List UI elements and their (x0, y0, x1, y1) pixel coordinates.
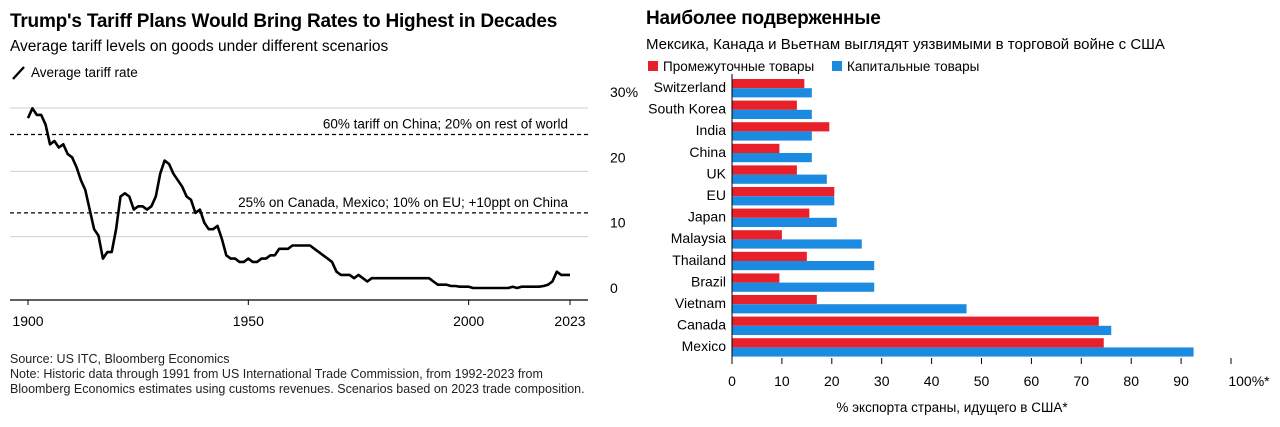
bar-capital (732, 261, 875, 271)
bar-intermediate (732, 165, 797, 175)
legend-swatch-capital (832, 61, 842, 71)
y-tick-label: 30% (610, 84, 638, 100)
category-label: Canada (677, 317, 726, 333)
bar-capital (732, 282, 875, 292)
left-legend-label: Average tariff rate (31, 65, 138, 80)
x-tick-label: 30 (874, 373, 890, 389)
category-label: South Korea (648, 101, 726, 117)
left-source: Source: US ITC, Bloomberg Economics (10, 352, 230, 366)
scenario-label: 60% tariff on China; 20% on rest of worl… (323, 116, 568, 131)
category-label: Brazil (691, 273, 726, 289)
export-bar-chart: Промежуточные товары Капитальные товары Sw… (648, 59, 1270, 415)
x-tick-label: 2000 (453, 313, 484, 329)
tariff-rate-line (26, 107, 570, 290)
category-label: India (696, 122, 727, 138)
right-chart-title: Наиболее подверженные (646, 8, 881, 29)
x-tick-label: 80 (1123, 373, 1139, 389)
bar-intermediate (732, 251, 807, 261)
category-label: Mexico (682, 338, 727, 354)
bar-capital (732, 174, 827, 184)
x-tick-label: 1900 (12, 313, 43, 329)
export-exposure-panel: Наиболее подверженные Мексика, Канада и … (632, 0, 1280, 427)
tariff-line-chart: 30% 20 10 0 1900 1950 2000 2023 60% tariff on Ch… (10, 84, 638, 329)
left-note-line-2: Bloomberg Economics estimates using cust… (10, 382, 585, 396)
bar-intermediate (732, 187, 835, 197)
category-label: Japan (688, 209, 726, 225)
bar-intermediate (732, 143, 780, 153)
category-label: Switzerland (654, 79, 726, 95)
x-tick-label: 40 (924, 373, 940, 389)
x-tick-label: 100%* (1228, 373, 1270, 389)
x-axis-label: % экспорта страны, идущего в США* (836, 400, 1068, 415)
bar-intermediate (732, 316, 1099, 326)
bar-capital (732, 153, 812, 163)
category-label: EU (707, 187, 726, 203)
bar-capital (732, 304, 967, 314)
left-chart-title: Trump's Tariff Plans Would Bring Rates t… (10, 11, 558, 32)
left-chart-subtitle: Average tariff levels on goods under dif… (10, 38, 389, 55)
bar-intermediate (732, 230, 782, 240)
legend-line-icon (12, 66, 25, 80)
x-tick-label: 50 (974, 373, 990, 389)
bar-capital (732, 325, 1112, 335)
y-tick-label: 20 (610, 149, 626, 165)
x-tick-label: 70 (1074, 373, 1090, 389)
bar-intermediate (732, 208, 810, 218)
scenario-label: 25% on Canada, Mexico; 10% on EU; +10ppt… (238, 195, 568, 210)
x-tick-label: 2023 (554, 313, 585, 329)
bar-capital (732, 109, 812, 119)
bar-capital (732, 196, 835, 206)
x-tick-label: 90 (1173, 373, 1189, 389)
bar-intermediate (732, 273, 780, 283)
bar-intermediate (732, 79, 805, 89)
x-tick-label: 60 (1024, 373, 1040, 389)
category-label: UK (707, 165, 727, 181)
category-label: Thailand (672, 252, 726, 268)
y-tick-label: 0 (610, 280, 618, 296)
bar-intermediate (732, 100, 797, 110)
bar-capital (732, 347, 1194, 357)
legend-swatch-intermediate (648, 61, 658, 71)
legend-label: Промежуточные товары (663, 59, 814, 74)
x-tick-label: 10 (774, 373, 790, 389)
tariff-chart-panel: Trump's Tariff Plans Would Bring Rates t… (0, 0, 638, 427)
left-note-line-1: Note: Historic data through 1991 from US… (10, 367, 543, 381)
category-label: China (689, 144, 726, 160)
bar-capital (732, 217, 837, 227)
bar-capital (732, 239, 862, 249)
category-label: Malaysia (671, 230, 726, 246)
y-tick-label: 10 (610, 215, 626, 231)
bar-intermediate (732, 122, 830, 132)
bar-intermediate (732, 338, 1104, 348)
x-tick-label: 1950 (233, 313, 264, 329)
x-tick-label: 0 (728, 373, 736, 389)
legend-label: Капитальные товары (847, 59, 979, 74)
bar-capital (732, 88, 812, 98)
bar-intermediate (732, 295, 817, 305)
category-label: Vietnam (675, 295, 726, 311)
x-tick-label: 20 (824, 373, 840, 389)
right-chart-subtitle: Мексика, Канада и Вьетнам выглядят уязви… (646, 36, 1165, 53)
bar-capital (732, 131, 812, 141)
